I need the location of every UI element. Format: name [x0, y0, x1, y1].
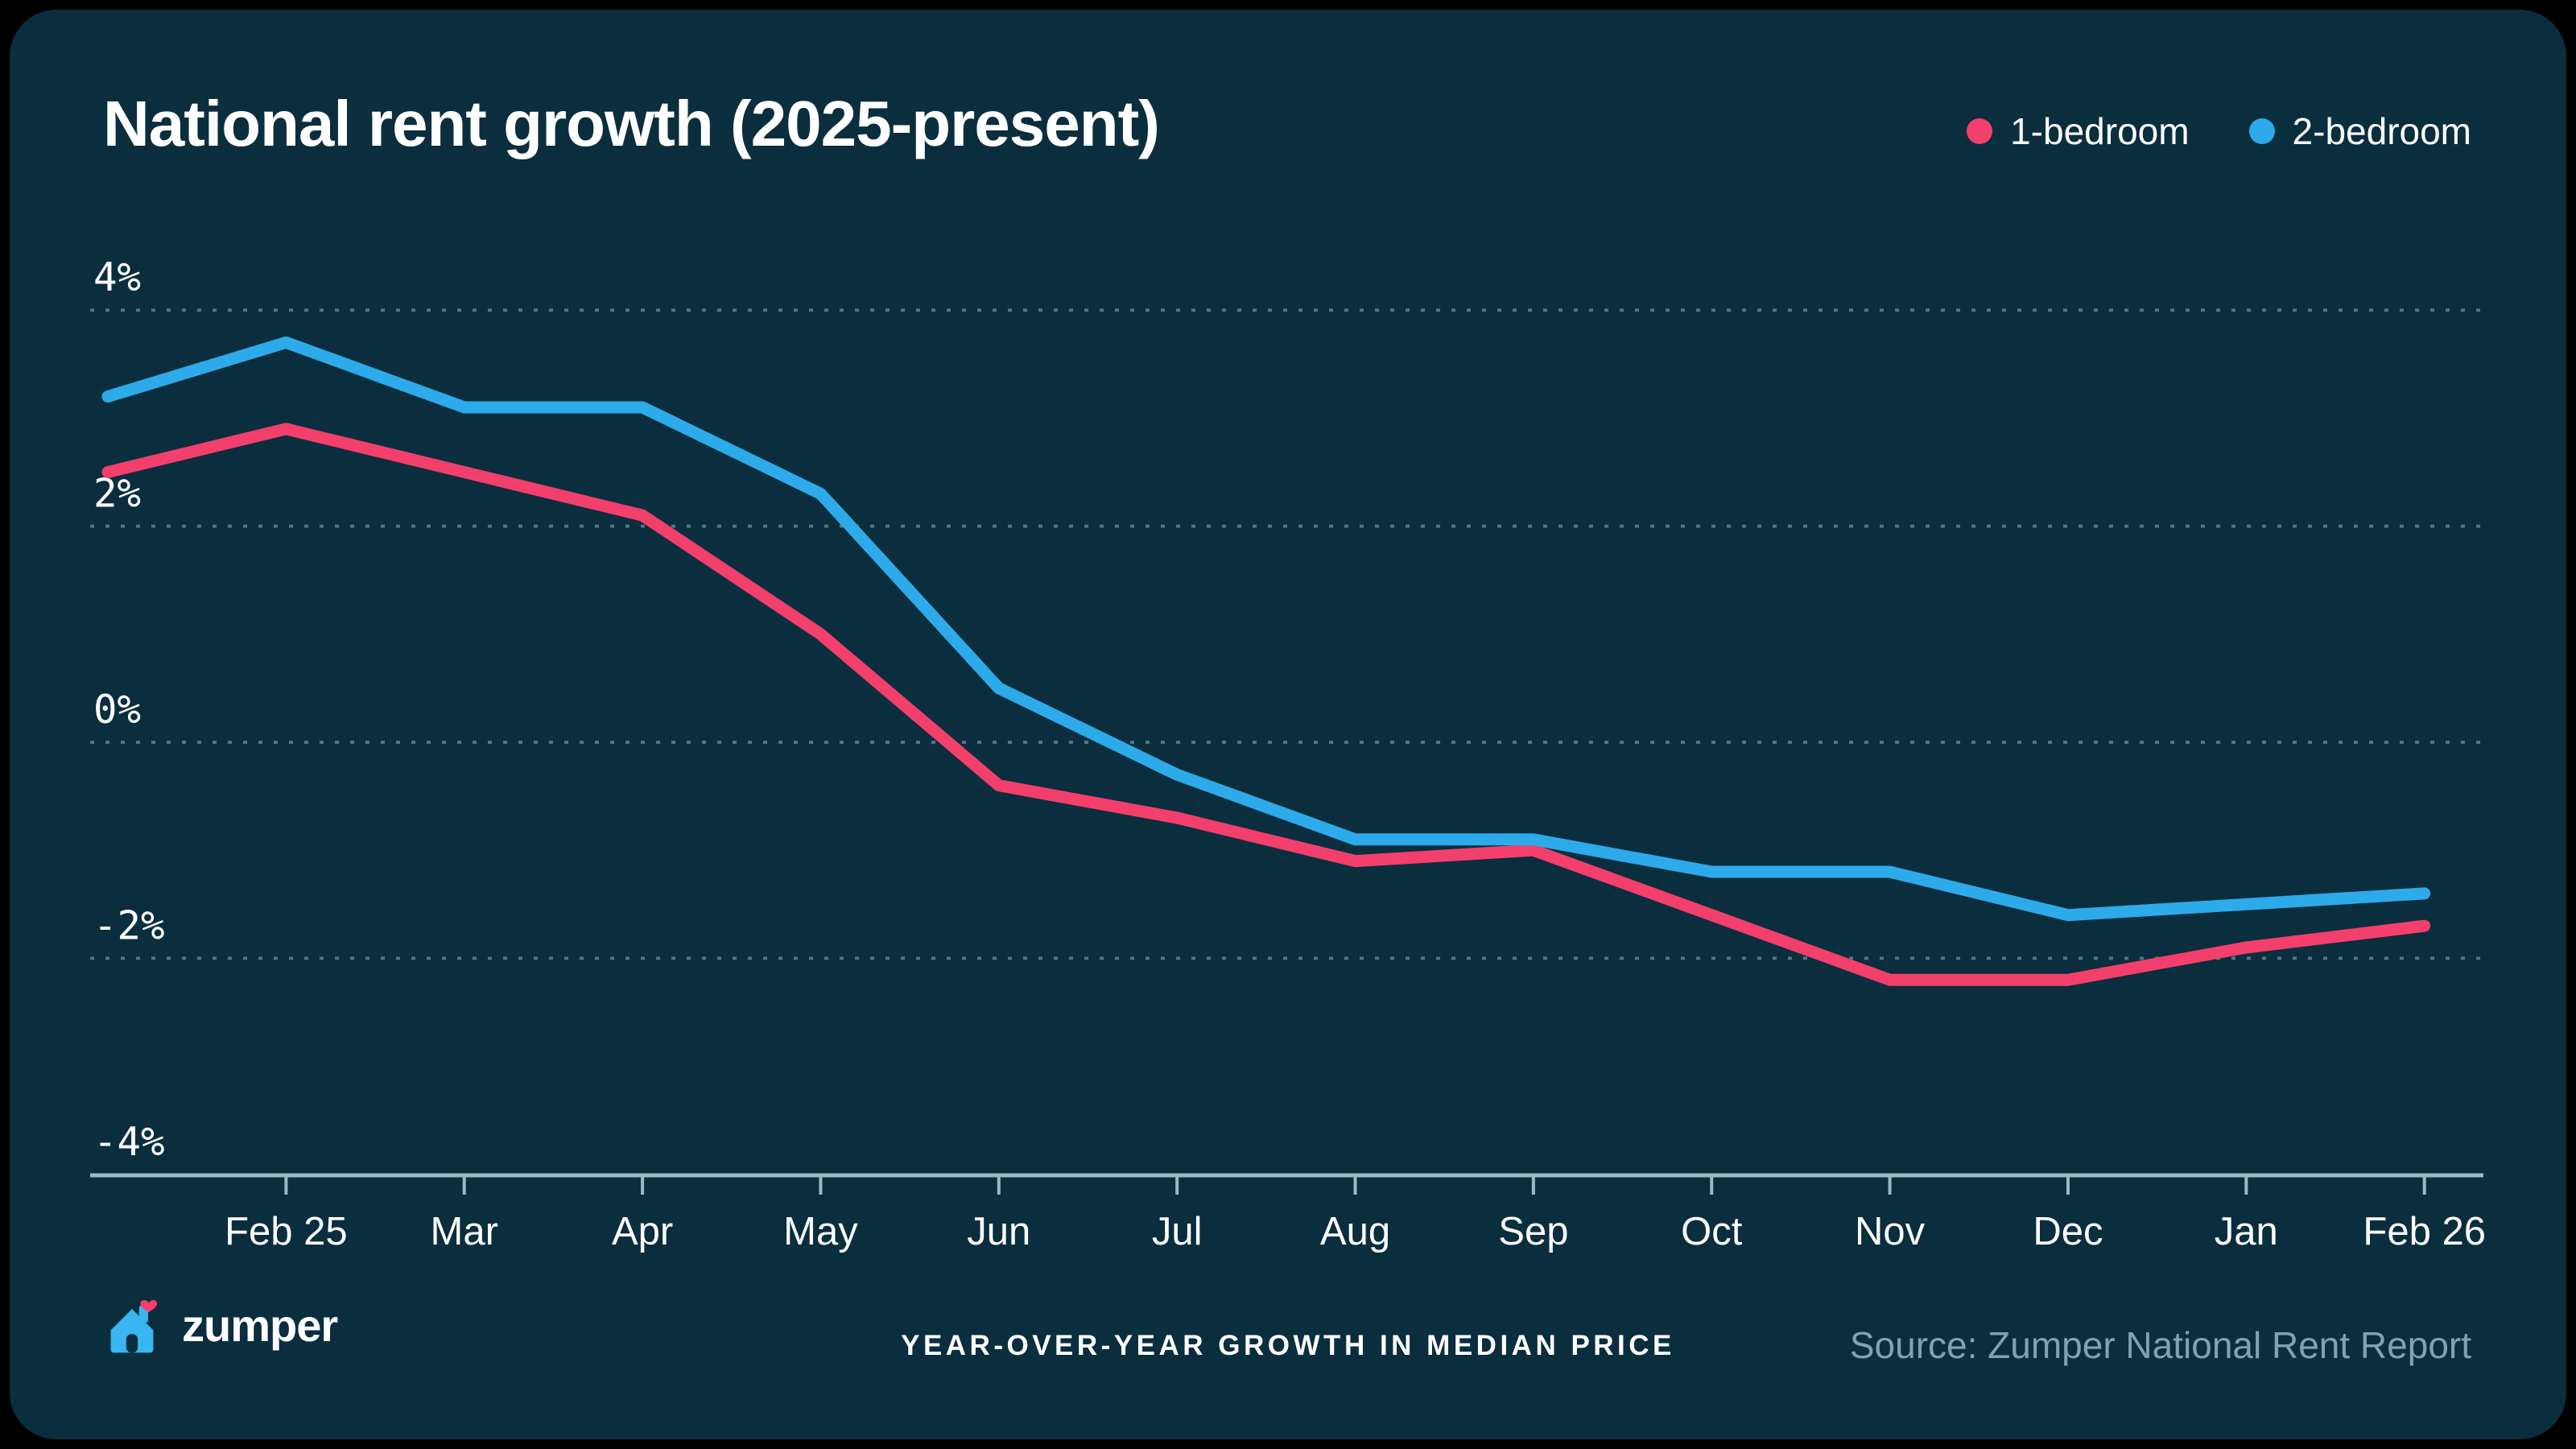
x-tick-label: May — [783, 1210, 858, 1253]
chart-card: National rent growth (2025-present) 1-be… — [10, 10, 2566, 1439]
chart-svg: 4% 2% 0% -2% -4% Feb 25 Mar Apr May Jun Jul Aug Sep O… — [90, 254, 2486, 1253]
chart-legend: 1-bedroom 2-bedroom — [1967, 109, 2471, 153]
y-tick-label: 0% — [93, 687, 141, 733]
2-bedroom-dot-icon — [2248, 118, 2275, 144]
x-tick-label: Dec — [2033, 1210, 2103, 1253]
chart-caption: YEAR-OVER-YEAR GROWTH IN MEDIAN PRICE — [901, 1330, 1675, 1361]
x-tick-label: Mar — [431, 1210, 498, 1253]
x-tick-label: Jun — [967, 1210, 1030, 1253]
chart-line-1-bedroom — [101, 423, 2431, 986]
y-tick-label: -2% — [93, 902, 165, 948]
x-tick-label: Jul — [1152, 1210, 1203, 1253]
source-attribution: Source: Zumper National Rent Report — [1849, 1324, 2471, 1366]
x-tick-label: Sep — [1498, 1210, 1568, 1253]
legend-item-1-bedroom: 1-bedroom — [1967, 109, 2190, 153]
x-tick-label: Jan — [2215, 1210, 2278, 1253]
x-tick-label: Oct — [1681, 1210, 1743, 1253]
y-tick-label: 2% — [93, 471, 141, 517]
x-tick-label: Nov — [1855, 1210, 1926, 1253]
legend-label-2-bedroom: 2-bedroom — [2292, 110, 2471, 152]
legend-label-1-bedroom: 1-bedroom — [2010, 110, 2190, 152]
y-tick-label: -4% — [93, 1119, 165, 1165]
chart-line-2-bedroom — [101, 336, 2431, 922]
zumper-logo: zumper — [103, 1293, 338, 1357]
line-chart: 4% 2% 0% -2% -4% Feb 25 Mar Apr May Jun Jul Aug Sep O… — [10, 10, 2576, 1449]
brand-wordmark: zumper — [182, 1299, 338, 1351]
y-tick-label: 4% — [93, 254, 141, 300]
x-tick-label: Apr — [612, 1210, 673, 1253]
1-bedroom-dot-icon — [1967, 118, 1993, 144]
x-tick-label: Aug — [1320, 1210, 1390, 1253]
zumper-house-icon — [110, 1299, 158, 1353]
page-title: National rent growth (2025-present) — [103, 88, 1160, 159]
x-tick-label: Feb 26 — [2363, 1210, 2486, 1253]
legend-item-2-bedroom: 2-bedroom — [2248, 109, 2471, 153]
x-tick-label: Feb 25 — [225, 1210, 348, 1253]
